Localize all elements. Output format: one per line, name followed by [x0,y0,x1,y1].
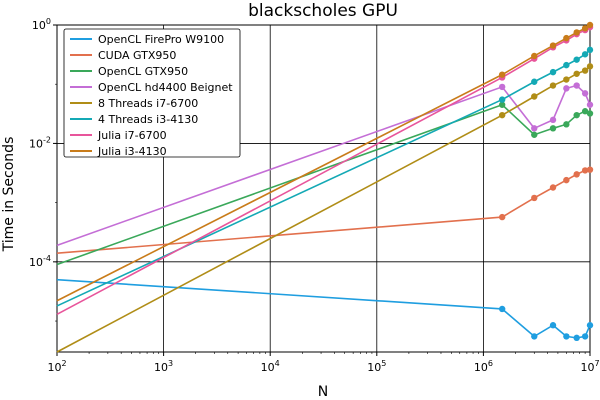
legend-entry: OpenCL GTX950 [98,65,188,78]
data-point [531,333,538,340]
data-point [563,34,570,42]
data-point [573,82,580,89]
data-point [586,166,594,173]
legend-entry: Julia i7-6700 [97,129,167,142]
data-point [581,333,589,340]
legend-entry: OpenCL hd4400 Beignet [98,81,233,94]
legend-entry: Julia i3-4130 [97,145,167,158]
data-point [531,93,538,100]
data-point [549,42,557,49]
data-point [498,101,506,108]
series-layer [56,21,594,353]
data-point [549,184,557,191]
series-0 [56,278,594,342]
data-point [531,194,538,202]
data-point [573,171,580,178]
data-point [549,68,557,76]
data-point [531,52,538,60]
legend-entry: OpenCL FirePro W9100 [98,33,224,46]
data-point [581,167,589,174]
y-tick-label: 10-4 [29,254,51,269]
legend-entry: CUDA GTX950 [98,49,176,62]
data-point [573,29,580,36]
data-point [549,322,557,329]
legend: OpenCL FirePro W9100 CUDA GTX950 OpenCL GT… [63,28,241,158]
x-tick-label: 105 [367,359,386,374]
x-tick-label: 107 [580,359,599,374]
data-point [549,82,557,89]
data-point [498,305,506,313]
x-axis-title: N [318,384,328,400]
x-tick-label: 106 [474,359,493,374]
data-point [563,85,570,92]
data-point [586,46,594,54]
data-point [498,83,506,91]
x-tick-label: 104 [261,359,280,374]
data-point [531,131,538,138]
data-point [581,67,589,74]
series-5 [56,46,594,307]
chart-title: blackscholes GPU [248,1,398,21]
data-point [573,334,580,342]
data-point [531,125,538,132]
data-point [498,96,506,103]
data-point [563,61,570,69]
data-point [573,111,580,119]
data-point [581,90,589,97]
data-point [573,70,580,77]
data-point [563,333,570,340]
data-point [563,76,570,83]
data-point [498,111,506,119]
y-tick-label: 10-2 [29,135,51,150]
series-1 [56,166,594,254]
y-tick-label: 100 [32,17,51,32]
data-point [498,213,506,221]
data-point [581,51,589,58]
legend-box [63,28,241,158]
data-point [498,71,506,78]
data-point [586,101,594,108]
plot-frame [56,24,591,353]
data-point [586,110,594,117]
data-point [549,125,557,132]
data-point [581,108,589,115]
series-3 [56,82,594,247]
data-point [586,21,594,29]
data-point [573,56,580,63]
series-7 [56,21,594,302]
data-point [581,25,589,32]
y-axis-title: Time in Seconds [1,137,17,253]
series-4 [56,63,594,353]
data-point [531,78,538,85]
legend-entry: 8 Threads i7-6700 [98,97,198,110]
data-point [586,322,594,329]
data-point [549,116,557,124]
series-2 [56,101,594,266]
axes: 102 103 104 105 106 107 10-4 10-2 100 [29,17,600,374]
data-point [586,63,594,70]
data-point [563,121,570,128]
x-tick-label: 102 [47,359,66,374]
data-point [563,176,570,184]
x-tick-label: 103 [154,359,173,374]
legend-entry: 4 Threads i3-4130 [98,113,198,126]
